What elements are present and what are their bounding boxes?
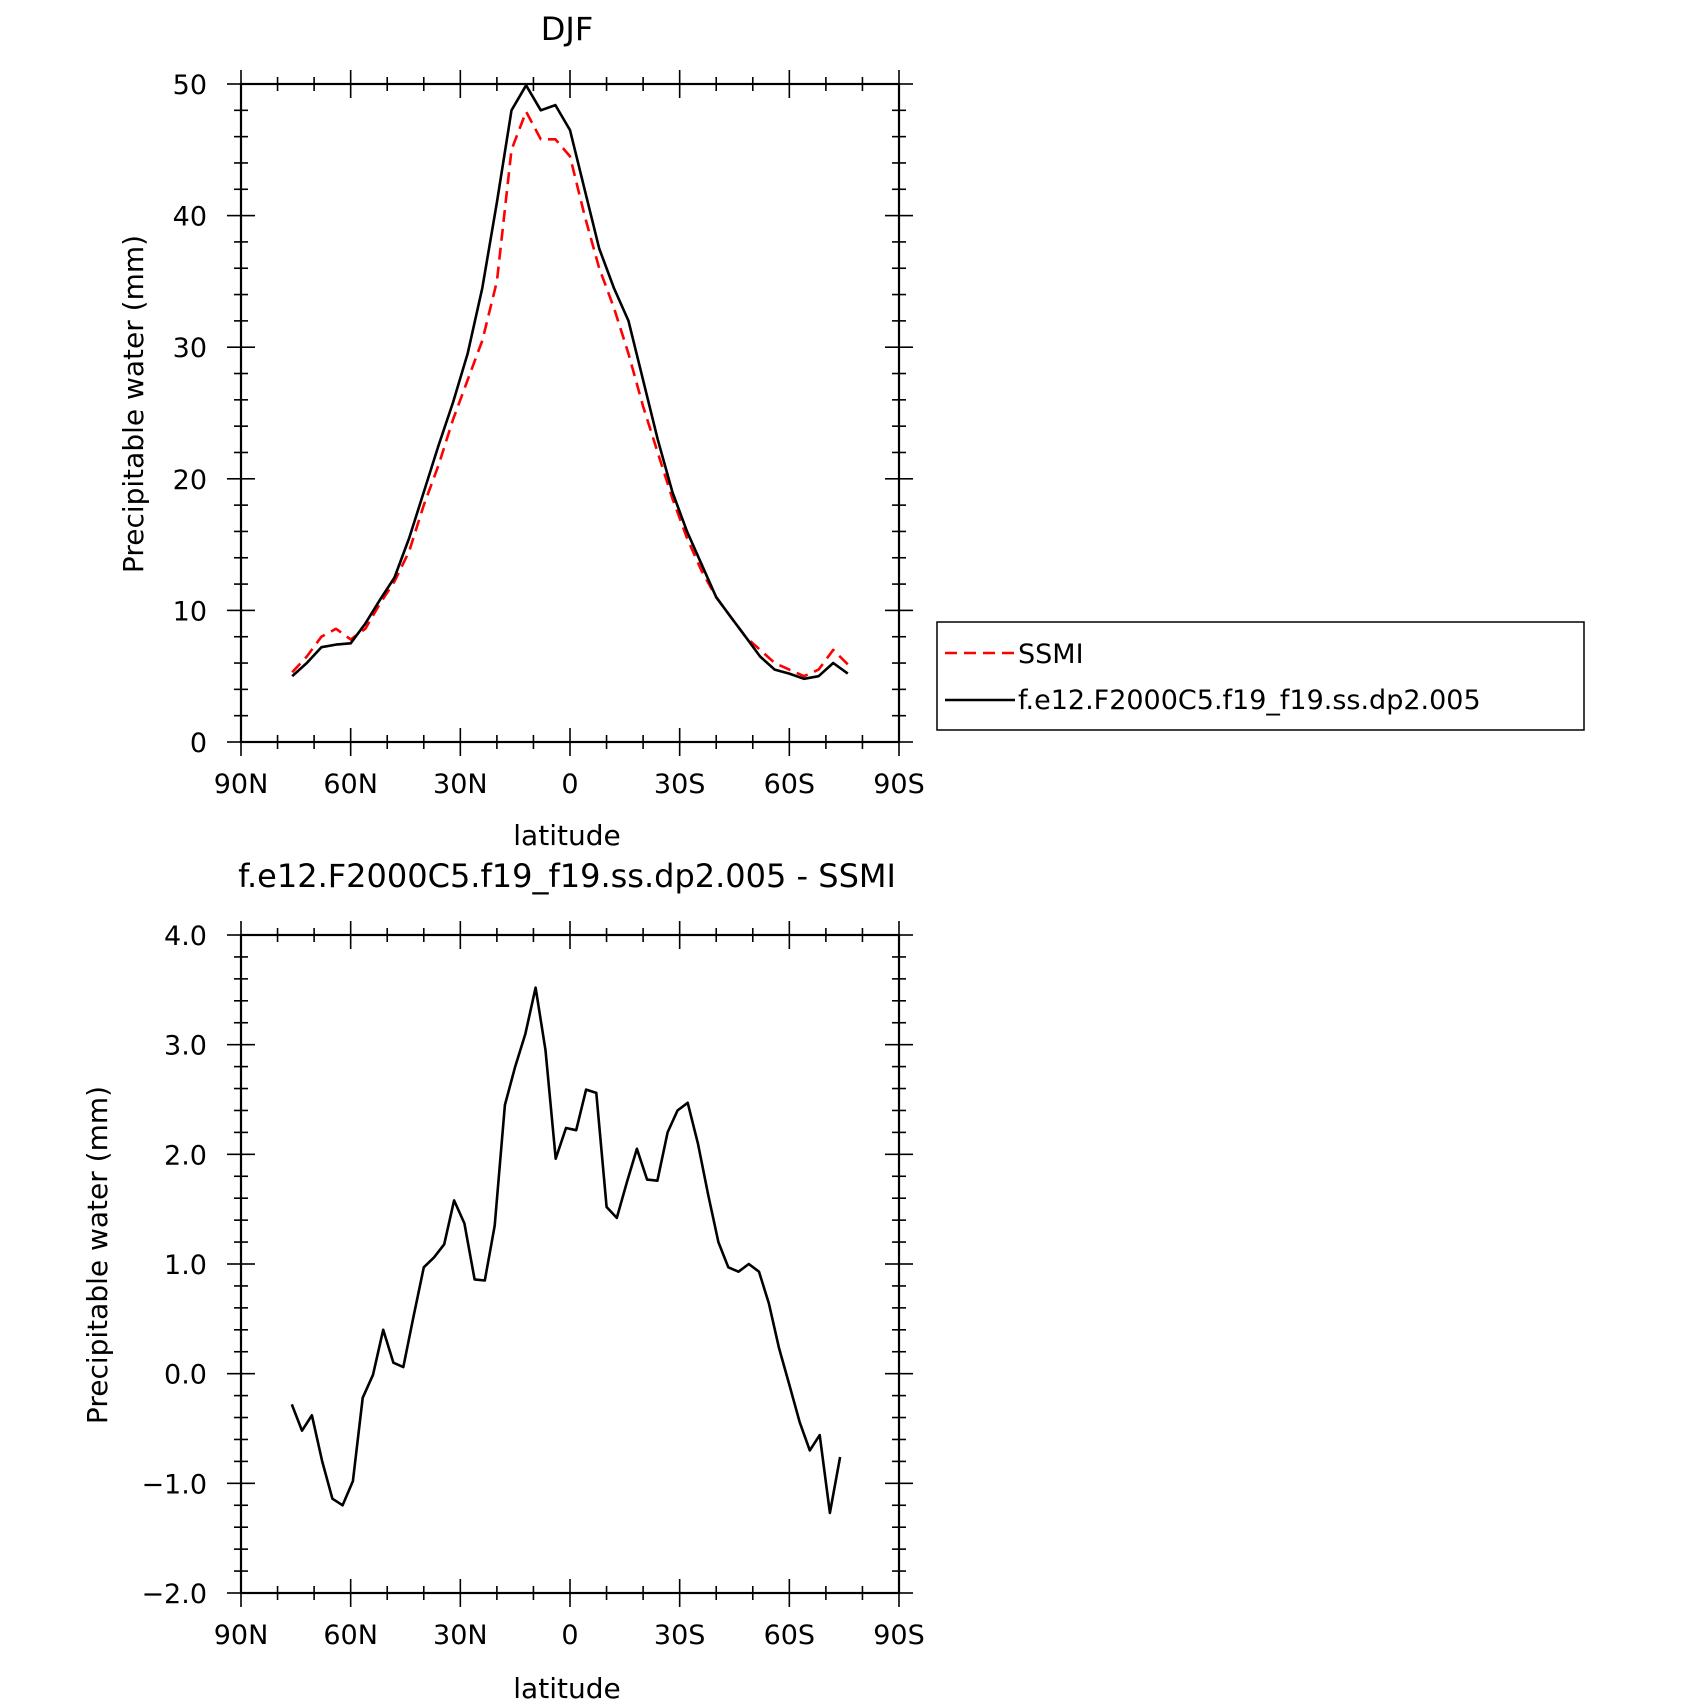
top-panel-series-1-line bbox=[291, 110, 849, 678]
top-panel-x-tick-label: 90S bbox=[873, 769, 925, 800]
legend-label-model: f.e12.F2000C5.f19_f19.ss.dp2.005 bbox=[1018, 685, 1481, 716]
legend-label-ssmi: SSMI bbox=[1018, 639, 1084, 670]
bottom-panel-x-tick-label: 60N bbox=[323, 1620, 378, 1651]
bottom-panel-y-tick-label: 1.0 bbox=[164, 1250, 207, 1281]
top-panel-plot-area: 90N 60N 30N 0 30S 60S 90S 0 10 20 30 40 50 bbox=[173, 70, 925, 800]
bottom-panel-x-tick-label: 0 bbox=[561, 1620, 578, 1651]
bottom-panel-x-tick-label: 30S bbox=[654, 1620, 706, 1651]
bottom-panel-plot-area: 90N 60N 30N 0 30S 60S 90S −2.0 −1.0 0.0 1.0 2.0 3.0 4… bbox=[141, 921, 925, 1651]
bottom-panel-y-tick-label: 0.0 bbox=[164, 1360, 207, 1391]
top-panel-x-tick-label: 0 bbox=[561, 769, 578, 800]
top-panel: DJF 90N 60N 30N 0 30S 60S 90S 0 10 20 30 40 50 latit… bbox=[117, 10, 925, 852]
bottom-panel-x-tick-label: 60S bbox=[764, 1620, 816, 1651]
top-panel-title: DJF bbox=[541, 10, 593, 48]
bottom-panel-frame bbox=[239, 933, 901, 1595]
top-panel-y-tick-label: 10 bbox=[173, 596, 207, 627]
top-panel-y-tick-label: 20 bbox=[173, 465, 207, 496]
bottom-panel-y-tick-label: −1.0 bbox=[141, 1469, 207, 1500]
legend: SSMI f.e12.F2000C5.f19_f19.ss.dp2.005 bbox=[936, 621, 1585, 731]
top-panel-x-tick-label: 60N bbox=[323, 769, 378, 800]
bottom-panel-x-tick-label: 30N bbox=[433, 1620, 488, 1651]
bottom-panel-x-tick-label: 90N bbox=[214, 1620, 269, 1651]
top-panel-series-2-line bbox=[291, 84, 849, 681]
top-panel-x-tick-label: 90N bbox=[214, 769, 269, 800]
top-panel-y-tick-label: 40 bbox=[173, 202, 207, 233]
top-panel-x-tick-label: 60S bbox=[764, 769, 816, 800]
bottom-panel-y-tick-label: 2.0 bbox=[164, 1140, 207, 1171]
bottom-panel-x-axis-label: latitude bbox=[513, 1672, 620, 1703]
top-panel-y-tick-label: 30 bbox=[173, 333, 207, 364]
legend-box bbox=[936, 621, 1585, 731]
top-panel-y-tick-label: 0 bbox=[190, 728, 207, 759]
top-panel-x-tick-label: 30N bbox=[433, 769, 488, 800]
bottom-panel: f.e12.F2000C5.f19_f19.ss.dp2.005 - SSMI … bbox=[81, 857, 925, 1703]
bottom-panel-title: f.e12.F2000C5.f19_f19.ss.dp2.005 - SSMI bbox=[238, 857, 896, 895]
top-panel-y-tick-label: 50 bbox=[173, 70, 207, 101]
top-panel-x-axis-label: latitude bbox=[513, 819, 620, 852]
top-panel-y-axis-label: Precipitable water (mm) bbox=[117, 235, 150, 573]
bottom-panel-y-axis-label: Precipitable water (mm) bbox=[81, 1086, 114, 1424]
bottom-panel-series-1-line bbox=[290, 986, 842, 1515]
top-panel-x-tick-label: 30S bbox=[654, 769, 706, 800]
bottom-panel-y-tick-label: −2.0 bbox=[141, 1579, 207, 1610]
bottom-panel-x-tick-label: 90S bbox=[873, 1620, 925, 1651]
bottom-panel-y-tick-label: 4.0 bbox=[164, 921, 207, 952]
bottom-panel-y-tick-label: 3.0 bbox=[164, 1031, 207, 1062]
